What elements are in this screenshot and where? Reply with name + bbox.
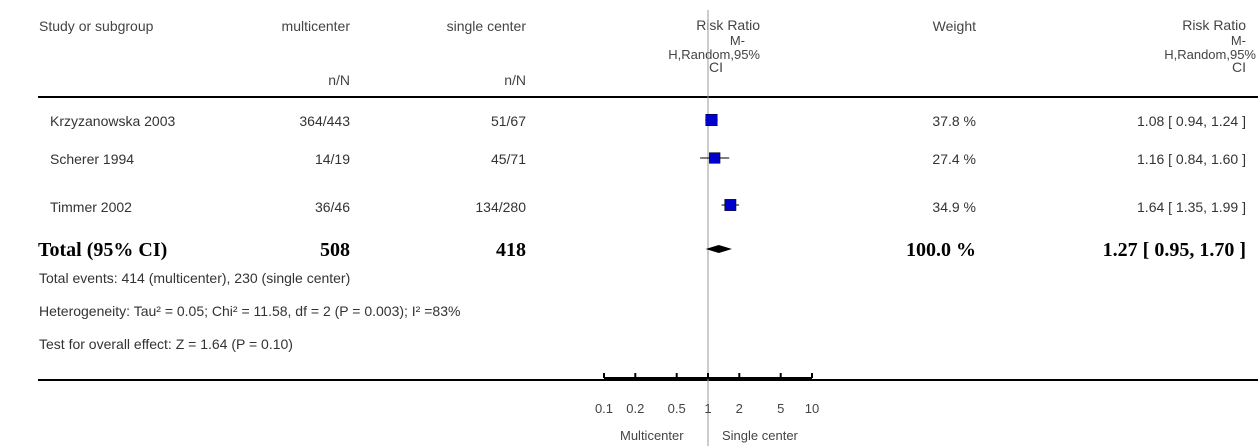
study-name: Scherer 1994 [50,151,135,167]
study-multicenter-events: 36/46 [314,199,350,215]
study-weight: 37.8 % [932,113,976,129]
header-divider [38,96,1258,98]
col-header-single-center: single center [446,18,526,34]
footer-divider [38,379,1258,381]
total-single-center: 418 [496,239,526,261]
study-effect-box [705,113,718,127]
total-effect: 1.27 [ 0.95, 1.70 ] [1102,239,1246,261]
study-weight: 34.9 % [932,199,976,215]
study-single-center-events: 134/280 [475,199,526,215]
footnote-overall-effect: Test for overall effect: Z = 1.64 (P = 0… [39,336,293,352]
effect-header-line4: CI [1232,59,1246,75]
footnote-heterogeneity: Heterogeneity: Tau² = 0.05; Chi² = 11.58… [39,303,461,319]
total-label: Total (95% CI) [38,239,168,261]
plot-header-line3: H,Random,95% [668,47,760,62]
plot-header-line1: Risk Ratio [696,17,760,33]
x-tick-label: 1 [704,401,712,416]
study-weight: 27.4 % [932,151,976,167]
effect-header-line1: Risk Ratio [1182,17,1246,33]
study-multicenter-events: 364/443 [299,113,350,129]
study-effect: 1.08 [ 0.94, 1.24 ] [1137,113,1246,129]
col-header-weight: Weight [932,18,976,34]
plot-header-line2: M- [729,33,745,48]
footnote-total-events: Total events: 414 (multicenter), 230 (si… [39,270,351,286]
effect-header-line2: M- [1230,33,1246,48]
x-tick-label: 0.1 [594,401,614,416]
col-sub-single-center: n/N [504,72,526,88]
x-tick-label: 0.2 [626,401,645,416]
study-single-center-events: 51/67 [490,113,526,129]
x-tick-label: 10 [804,401,820,416]
study-effect-box [709,152,721,164]
study-effect: 1.16 [ 0.84, 1.60 ] [1137,151,1246,167]
x-tick-label: 0.5 [667,401,686,416]
study-multicenter-events: 14/19 [314,151,350,167]
total-multicenter: 508 [320,239,350,261]
x-tick-label: 5 [777,401,785,416]
effect-header-line3: H,Random,95% [1164,47,1256,62]
col-header-study: Study or subgroup [39,18,154,34]
total-effect-diamond [705,245,732,253]
favours-right-label: Single center [722,428,798,443]
study-effect: 1.64 [ 1.35, 1.99 ] [1137,199,1246,215]
col-sub-multicenter: n/N [328,72,350,88]
study-effect-box [724,199,737,211]
x-tick-label: 2 [735,401,743,416]
study-name: Timmer 2002 [50,199,132,215]
total-weight: 100.0 % [906,239,976,261]
col-header-multicenter: multicenter [281,18,350,34]
favours-left-label: Multicenter [620,428,684,443]
plot-header-line4: CI [709,59,723,75]
study-single-center-events: 45/71 [490,151,526,167]
study-name: Krzyzanowska 2003 [50,113,176,129]
